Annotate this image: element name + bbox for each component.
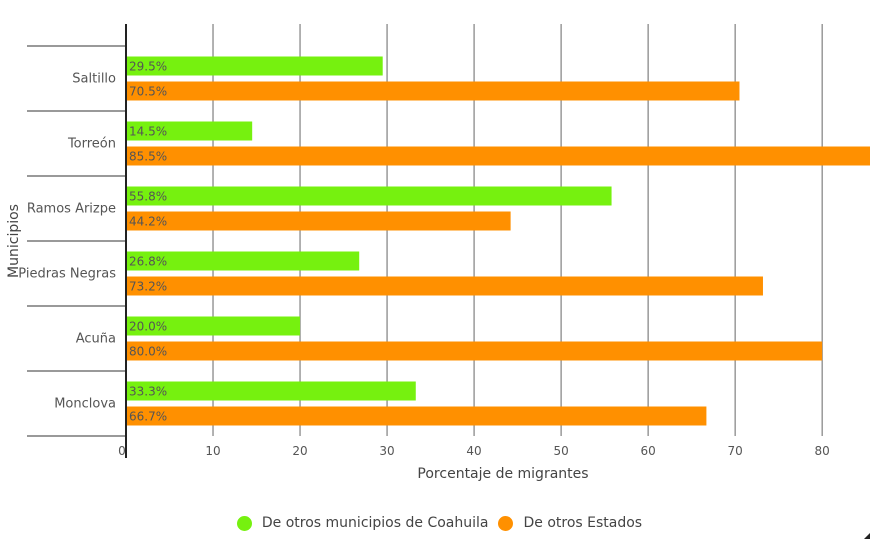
legend-item-estados[interactable]: De otros Estados	[498, 515, 642, 531]
x-tick-label: 40	[466, 444, 481, 458]
bar-coahuila	[127, 381, 416, 401]
bar-estados	[127, 341, 823, 361]
x-tick-label: 0	[118, 444, 126, 458]
legend-label-coahuila: De otros municipios de Coahuila	[261, 515, 489, 531]
bar-value-label: 66.7%	[129, 410, 167, 424]
bar-estados	[127, 146, 870, 166]
y-category-label: Monclova	[54, 397, 116, 412]
bar-value-label: 55.8%	[129, 190, 167, 204]
bars: 29.5% 70.5% 14.5% 85.5% 55.8% 44.2% 26.8% 73.2%…	[127, 56, 870, 426]
resize-handle-icon[interactable]	[864, 533, 870, 539]
bar-estados	[127, 211, 511, 231]
bar-coahuila	[127, 121, 253, 141]
bar-value-label: 44.2%	[129, 215, 167, 229]
x-axis-title: Porcentaje de migrantes	[417, 466, 588, 482]
bar-coahuila	[127, 251, 360, 271]
bar-coahuila	[127, 316, 301, 336]
x-tick-label: 80	[814, 444, 829, 458]
y-category-label: Saltillo	[72, 72, 116, 87]
x-tick-label: 10	[205, 444, 220, 458]
legend-swatch-estados	[498, 515, 514, 531]
x-tick-label: 70	[727, 444, 742, 458]
bar-estados	[127, 406, 707, 426]
y-axis-title: Municipios	[6, 204, 22, 278]
bar-value-label: 85.5%	[129, 150, 167, 164]
bar-value-label: 73.2%	[129, 280, 167, 294]
bar-value-label: 20.0%	[129, 320, 167, 334]
x-tick-label: 30	[379, 444, 394, 458]
y-category-label: Torreón	[67, 137, 116, 152]
bar-estados	[127, 276, 763, 296]
y-category-label: Acuña	[76, 332, 116, 347]
bar-value-label: 29.5%	[129, 60, 167, 74]
bar-estados	[127, 81, 740, 101]
bar-coahuila	[127, 186, 612, 206]
legend-swatch-coahuila	[236, 515, 252, 531]
bar-coahuila	[127, 56, 383, 76]
legend-item-coahuila[interactable]: De otros municipios de Coahuila	[236, 515, 489, 531]
axes: 0 10 20 30 40 50 60 70 80 Saltillo Torreón Ramos Ar…	[18, 24, 830, 458]
bar-value-label: 80.0%	[129, 345, 167, 359]
legend-label-estados: De otros Estados	[523, 515, 643, 531]
y-category-label: Ramos Arizpe	[27, 202, 116, 217]
y-category-label: Piedras Negras	[18, 267, 116, 282]
x-tick-label: 20	[292, 444, 307, 458]
bar-value-label: 33.3%	[129, 385, 167, 399]
x-tick-label: 60	[640, 444, 655, 458]
bar-value-label: 70.5%	[129, 85, 167, 99]
bar-value-label: 26.8%	[129, 255, 167, 269]
bar-value-label: 14.5%	[129, 125, 167, 139]
legend: De otros municipios de Coahuila De otros…	[0, 511, 879, 535]
x-tick-label: 50	[553, 444, 568, 458]
